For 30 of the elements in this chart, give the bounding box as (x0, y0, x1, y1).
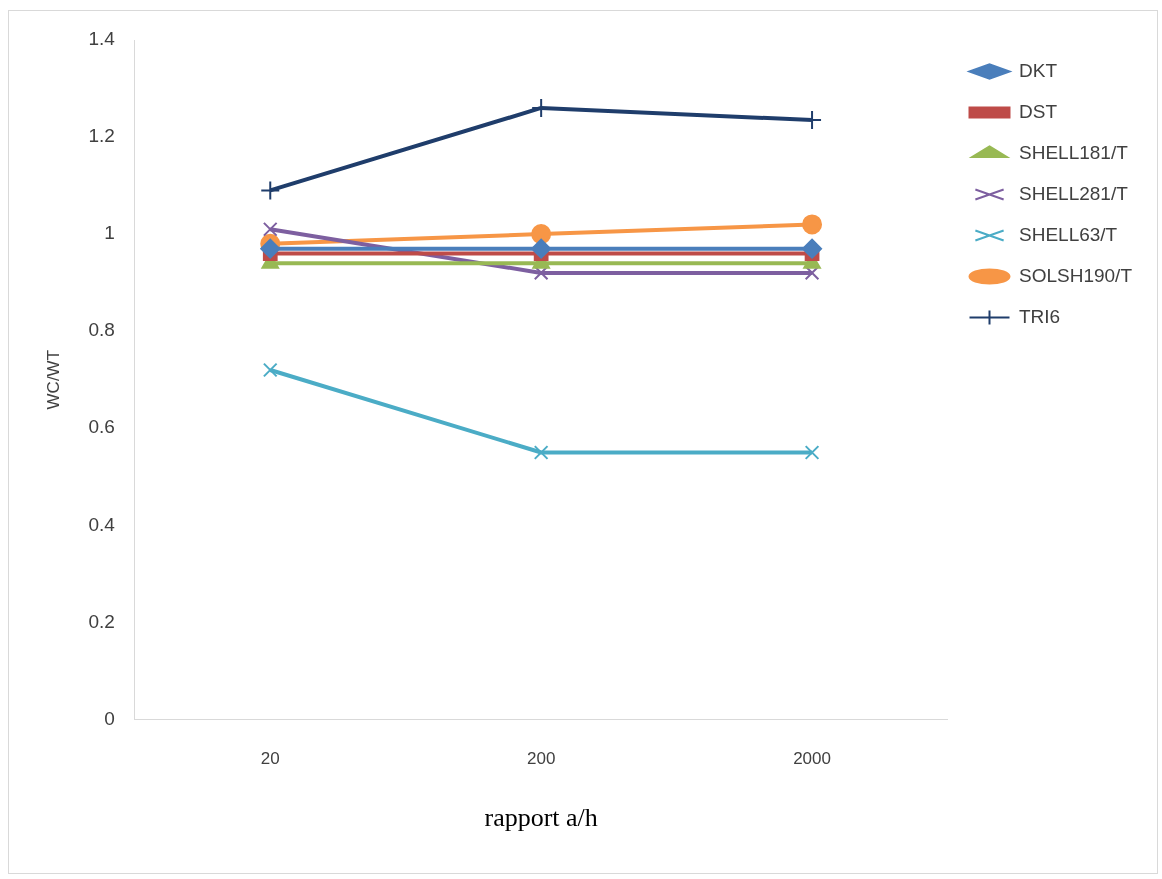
x-axis-title: rapport a/h (484, 803, 598, 833)
legend-label: SHELL63/T (1019, 223, 1118, 245)
y-axis-title: WC/WT (43, 349, 63, 410)
legend-label: TRI6 (1019, 305, 1061, 327)
y-tick-label: 1 (104, 222, 115, 244)
legend-label: SHELL281/T (1019, 182, 1129, 204)
x-tick-label: 2000 (793, 749, 831, 769)
x-tick-label: 20 (260, 749, 280, 769)
point (531, 224, 552, 245)
legend-label: DST (1019, 100, 1058, 122)
legend-label: SHELL181/T (1019, 141, 1129, 163)
y-tick-label: 1.4 (88, 28, 116, 50)
legend-label: DKT (1019, 59, 1058, 81)
y-tick-label: 0 (104, 707, 115, 729)
point (262, 221, 278, 237)
y-tick-label: 0.8 (88, 319, 115, 341)
y-tick-label: 1.2 (88, 125, 115, 147)
y-tick-label: 0.2 (88, 610, 115, 632)
point (260, 180, 281, 201)
point (262, 362, 278, 378)
y-tick-label: 0.6 (88, 416, 115, 438)
legend-label: SOLSH190/T (1019, 264, 1133, 286)
point (804, 445, 820, 460)
point (802, 214, 823, 235)
point (802, 238, 823, 259)
x-tick-label: 200 (526, 749, 556, 769)
y-tick-label: 0.4 (88, 513, 116, 535)
point (533, 445, 549, 460)
point (531, 238, 552, 259)
point (260, 238, 281, 259)
